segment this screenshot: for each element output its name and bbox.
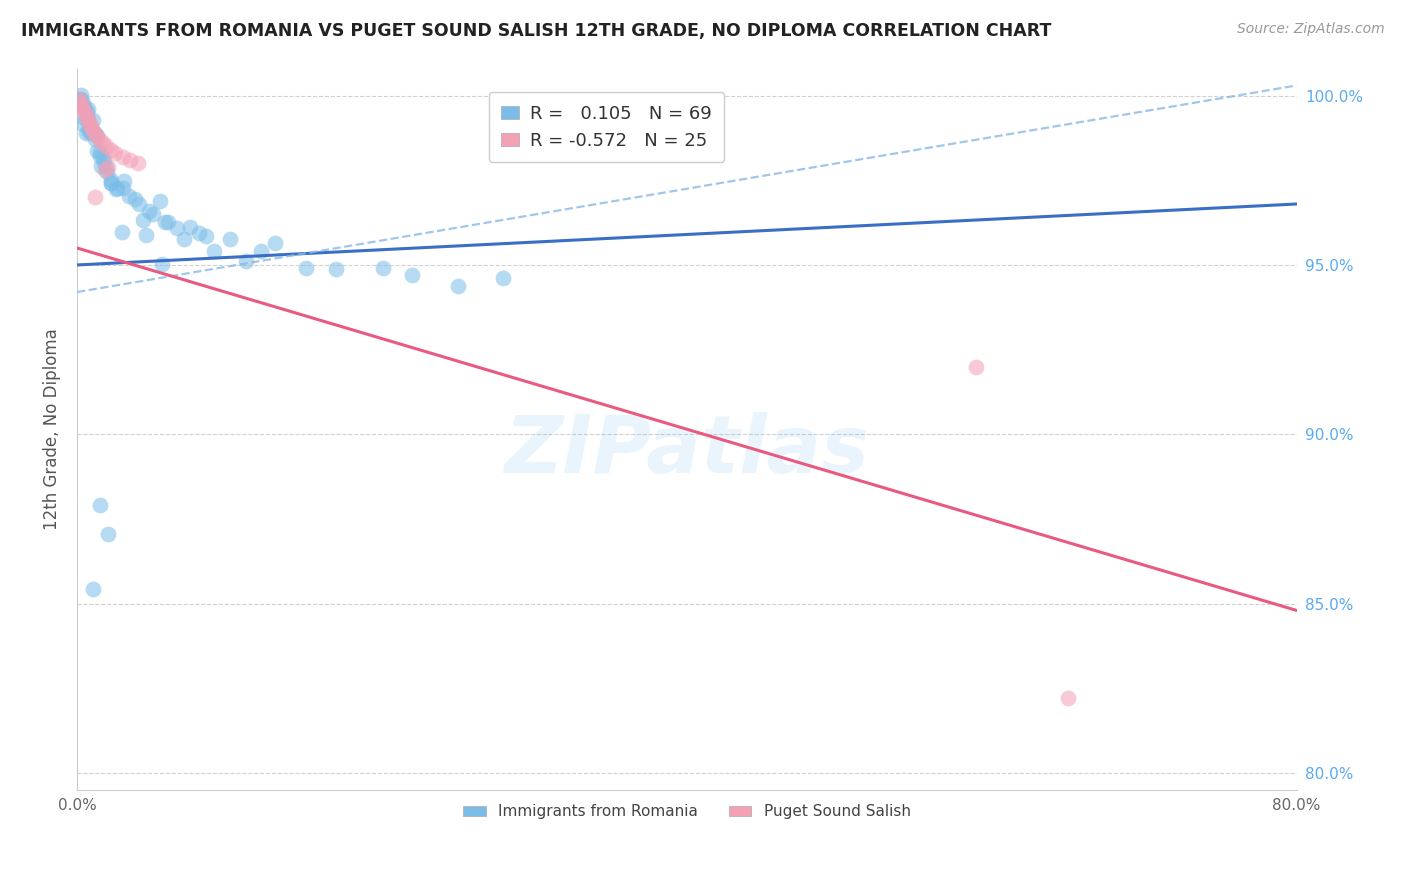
Point xyxy=(94,160,117,174)
Point xyxy=(82,112,104,127)
Point xyxy=(77,122,100,136)
Point xyxy=(249,244,271,258)
Point xyxy=(111,180,134,194)
Point xyxy=(166,221,188,235)
Point xyxy=(79,116,101,130)
Point xyxy=(72,102,94,116)
Point xyxy=(86,129,108,144)
Point xyxy=(75,102,97,116)
Point xyxy=(195,228,218,243)
Point xyxy=(127,156,149,170)
Point xyxy=(153,215,176,229)
Point xyxy=(69,88,91,103)
Point xyxy=(179,219,201,234)
Point xyxy=(235,253,257,268)
Legend: Immigrants from Romania, Puget Sound Salish: Immigrants from Romania, Puget Sound Sal… xyxy=(457,798,917,826)
Point xyxy=(75,109,97,123)
Point xyxy=(91,151,114,165)
Point xyxy=(111,150,134,164)
Point xyxy=(91,136,114,150)
Point xyxy=(89,133,111,147)
Point xyxy=(76,112,98,127)
Point xyxy=(135,227,157,242)
Point xyxy=(401,268,423,282)
Point xyxy=(80,123,103,137)
Point xyxy=(67,92,90,106)
Point xyxy=(100,143,122,157)
Point xyxy=(82,582,104,596)
Text: Source: ZipAtlas.com: Source: ZipAtlas.com xyxy=(1237,22,1385,37)
Point xyxy=(100,173,122,187)
Point xyxy=(77,113,100,128)
Point xyxy=(173,232,195,246)
Point xyxy=(105,181,128,195)
Text: ZIPatlas: ZIPatlas xyxy=(505,412,869,490)
Point xyxy=(69,95,91,110)
Point xyxy=(447,278,470,293)
Point xyxy=(97,160,120,174)
Point xyxy=(89,149,111,163)
Point xyxy=(79,126,101,140)
Point xyxy=(73,111,96,125)
Point xyxy=(84,126,107,140)
Point xyxy=(93,154,115,169)
Point xyxy=(90,160,112,174)
Point xyxy=(70,99,93,113)
Point xyxy=(118,189,141,203)
Point xyxy=(142,207,165,221)
Point xyxy=(120,153,142,167)
Point xyxy=(79,121,101,136)
Point xyxy=(86,129,108,144)
Point xyxy=(965,359,987,374)
Point xyxy=(70,91,93,105)
Point xyxy=(124,192,146,206)
Point xyxy=(104,182,127,196)
Point xyxy=(104,146,127,161)
Point xyxy=(96,165,118,179)
Point xyxy=(112,174,135,188)
Point xyxy=(138,203,160,218)
Point xyxy=(67,96,90,111)
Text: IMMIGRANTS FROM ROMANIA VS PUGET SOUND SALISH 12TH GRADE, NO DIPLOMA CORRELATION: IMMIGRANTS FROM ROMANIA VS PUGET SOUND S… xyxy=(21,22,1052,40)
Point xyxy=(294,261,316,276)
Point xyxy=(72,116,94,130)
Point xyxy=(89,145,111,159)
Point xyxy=(80,119,103,133)
Point xyxy=(325,261,347,276)
Point xyxy=(82,126,104,140)
Point xyxy=(157,215,180,229)
Point xyxy=(128,197,150,211)
Point xyxy=(76,103,98,117)
Point xyxy=(82,122,104,136)
Point xyxy=(219,231,242,245)
Point xyxy=(97,527,120,541)
Point xyxy=(72,95,94,110)
Point xyxy=(1057,691,1080,706)
Point xyxy=(100,176,122,190)
Point xyxy=(84,190,107,204)
Point xyxy=(371,260,394,275)
Point xyxy=(188,226,211,240)
Point xyxy=(149,194,172,208)
Y-axis label: 12th Grade, No Diploma: 12th Grade, No Diploma xyxy=(44,328,60,530)
Point xyxy=(75,126,97,140)
Point xyxy=(94,139,117,153)
Point xyxy=(76,111,98,125)
Point xyxy=(93,163,115,178)
Point xyxy=(86,144,108,158)
Point xyxy=(132,213,155,227)
Point xyxy=(111,225,134,239)
Point xyxy=(202,244,225,258)
Point xyxy=(73,105,96,120)
Point xyxy=(263,236,285,251)
Point xyxy=(492,271,515,285)
Point xyxy=(76,104,98,119)
Point xyxy=(83,126,105,140)
Point xyxy=(100,176,122,190)
Point xyxy=(89,498,111,512)
Point xyxy=(84,132,107,146)
Point xyxy=(69,93,91,107)
Point xyxy=(73,100,96,114)
Point xyxy=(150,257,173,271)
